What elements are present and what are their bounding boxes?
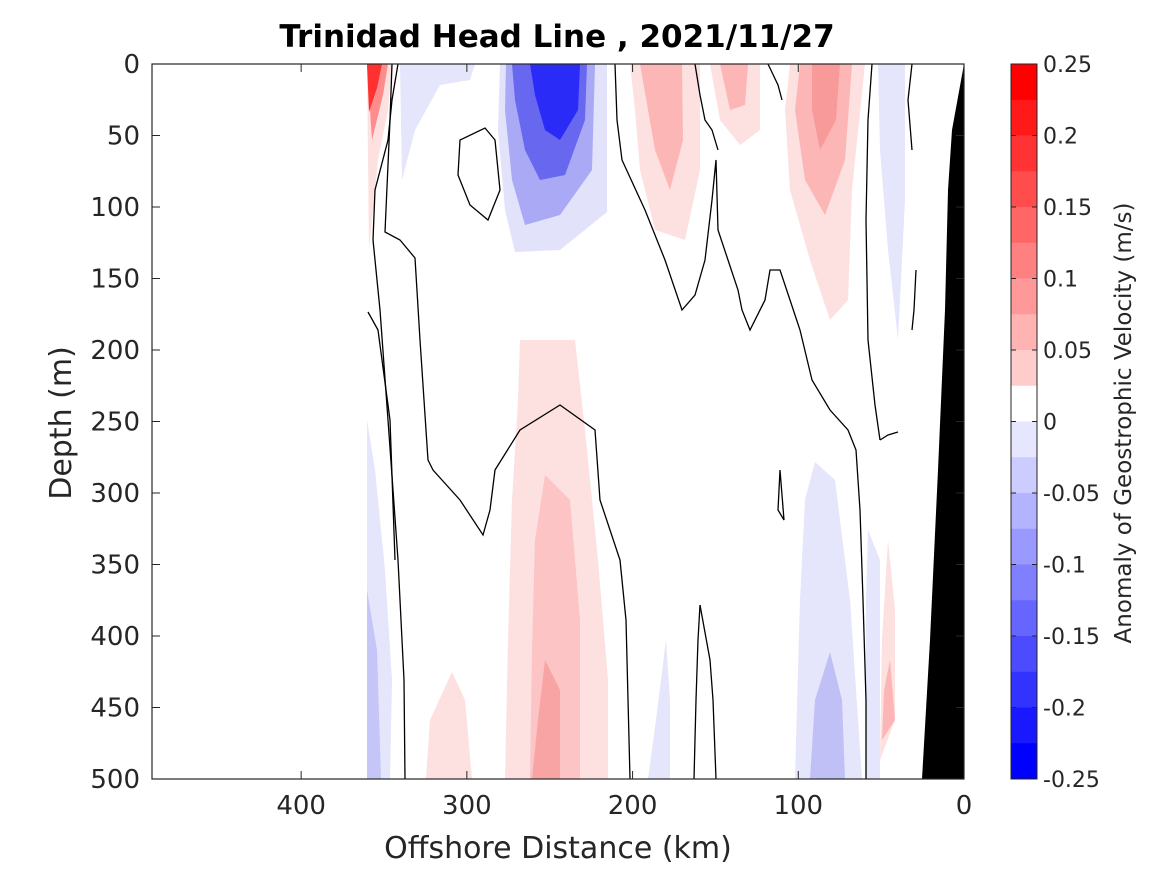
x-axis-label: Offshore Distance (km) xyxy=(384,831,732,866)
positive-anomaly-surface-140-core xyxy=(720,64,748,110)
bathymetry-seafloor xyxy=(922,64,964,779)
positive-anomaly-deep-west xyxy=(426,672,472,779)
negative-anomaly-deep-east-core xyxy=(810,652,845,779)
colorbar-level xyxy=(1011,707,1037,744)
filled-contours xyxy=(367,64,964,779)
colorbar-tick-label: 0 xyxy=(1043,411,1057,436)
y-tick-label: 150 xyxy=(90,265,140,295)
colorbar-tick-label: -0.25 xyxy=(1043,768,1100,793)
negative-anomaly-surface-west xyxy=(400,64,475,180)
colorbar xyxy=(1010,63,1038,780)
positive-anomaly-slope-deep-core xyxy=(882,660,895,740)
colorbar-level xyxy=(1011,278,1037,315)
zero-contours xyxy=(367,63,917,780)
positive-anomaly-deep-core xyxy=(532,660,560,779)
negative-anomaly-deep-west-core xyxy=(367,590,381,779)
colorbar-tick-label: 0.1 xyxy=(1043,268,1078,293)
chart-title: Trinidad Head Line , 2021/11/27 xyxy=(279,19,834,55)
colorbar-tick-label: 0.2 xyxy=(1043,125,1078,150)
zero-contour-west-loop xyxy=(367,311,396,561)
colorbar-level xyxy=(1011,421,1037,458)
y-tick-label: 400 xyxy=(90,622,140,652)
y-tick-label: 50 xyxy=(107,122,140,152)
x-tick-label: 100 xyxy=(773,791,823,821)
x-axis-ticks: 400 300 200 100 0 xyxy=(276,64,972,821)
colorbar-level xyxy=(1011,64,1037,101)
colorbar-level xyxy=(1011,350,1037,387)
positive-anomaly-coastal-east-core xyxy=(812,64,840,150)
colorbar-level xyxy=(1011,457,1037,494)
y-tick-label: 250 xyxy=(90,408,140,438)
x-tick-label: 300 xyxy=(442,791,492,821)
positive-anomaly-surface-center-core xyxy=(640,64,683,190)
colorbar-tick-label: -0.1 xyxy=(1043,554,1086,579)
zero-contour-deep-center xyxy=(693,604,701,780)
colorbar-level xyxy=(1011,314,1037,351)
x-tick-label: 200 xyxy=(608,791,658,821)
colorbar-level xyxy=(1011,171,1037,208)
zero-contour-small xyxy=(777,469,785,521)
y-axis-ticks: 0 50 100 150 200 250 300 350 400 450 500 xyxy=(90,50,964,795)
zero-contour-eddy xyxy=(457,127,501,222)
plot-area xyxy=(151,63,965,780)
zero-contour-slope xyxy=(879,431,899,441)
positive-anomaly-coastal-west-max xyxy=(367,64,382,112)
y-axis-label: Depth (m) xyxy=(44,346,79,500)
x-tick-label: 0 xyxy=(956,791,973,821)
colorbar-level xyxy=(1011,385,1037,422)
colorbar-label: Anomaly of Geostrophic Velocity (m/s) xyxy=(1111,203,1137,644)
colorbar-level xyxy=(1011,493,1037,530)
colorbar-tick-label: -0.2 xyxy=(1043,697,1086,722)
y-tick-label: 300 xyxy=(90,479,140,509)
y-tick-label: 100 xyxy=(90,193,140,223)
colorbar-level xyxy=(1011,671,1037,708)
colorbar-level xyxy=(1011,564,1037,601)
x-tick-label: 400 xyxy=(276,791,326,821)
y-tick-label: 0 xyxy=(123,50,140,80)
y-tick-label: 350 xyxy=(90,551,140,581)
colorbar-tick-label: 0.15 xyxy=(1043,196,1092,221)
colorbar-level xyxy=(1011,600,1037,637)
negative-anomaly-jet-core xyxy=(530,64,580,140)
zero-contour-jet-east xyxy=(614,63,867,779)
colorbar-level xyxy=(1011,207,1037,244)
colorbar-level xyxy=(1011,636,1037,673)
colorbar-ticks: -0.25 -0.2 -0.15 -0.1 -0.05 0 0.05 0.1 0.15 0.2 0.… xyxy=(1011,53,1100,793)
colorbar-tick-label: 0.25 xyxy=(1043,53,1092,78)
colorbar-level xyxy=(1011,242,1037,279)
negative-anomaly-slope xyxy=(878,64,905,340)
zero-contour-shelf-deep xyxy=(911,269,917,331)
zero-contour-jet-west xyxy=(384,63,631,780)
zero-contour-deep-center-b xyxy=(699,604,717,780)
colorbar-tick-label: -0.05 xyxy=(1043,482,1100,507)
colorbar-level xyxy=(1011,528,1037,565)
colorbar-level xyxy=(1011,135,1037,172)
colorbar-level xyxy=(1011,743,1037,780)
y-tick-label: 500 xyxy=(90,765,140,795)
zero-contour-upper-center xyxy=(694,63,719,151)
negative-anomaly-deep-east xyxy=(795,462,862,779)
y-tick-label: 450 xyxy=(90,694,140,724)
negative-anomaly-deep-center xyxy=(648,640,670,779)
zero-contour-shelf xyxy=(865,63,881,441)
colorbar-tick-label: 0.05 xyxy=(1043,339,1092,364)
colorbar-tick-label: -0.15 xyxy=(1043,625,1100,650)
negative-anomaly-slope-deep xyxy=(866,530,880,779)
zero-contour-shelf-edge xyxy=(907,63,913,151)
zero-contour-surface-east xyxy=(767,63,783,101)
y-tick-label: 200 xyxy=(90,336,140,366)
colorbar-level xyxy=(1011,99,1037,136)
